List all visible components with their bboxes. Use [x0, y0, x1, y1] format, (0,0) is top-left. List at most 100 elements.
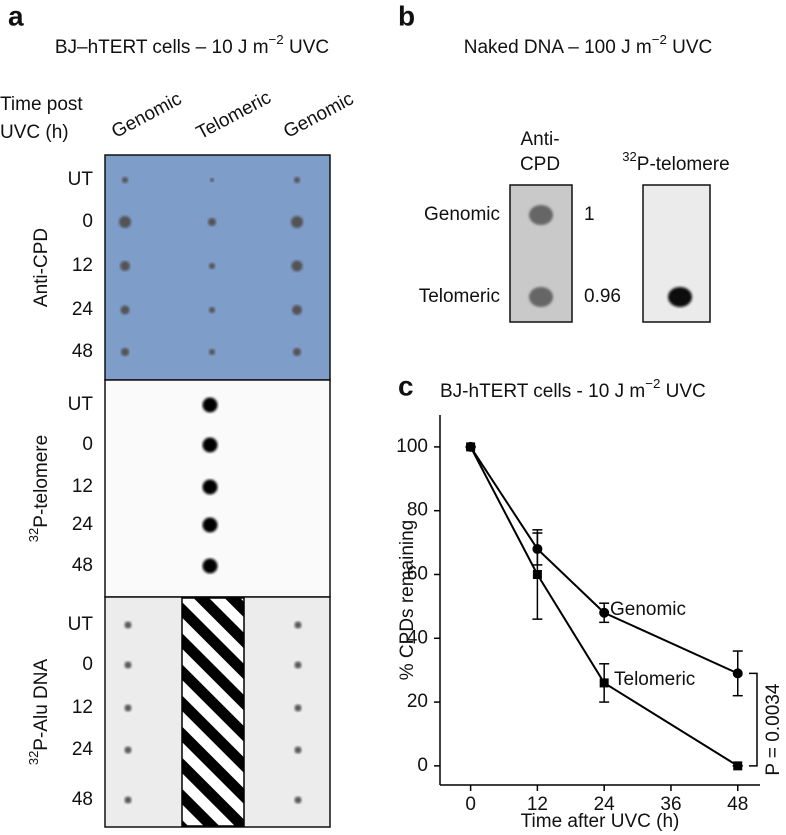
- panel-title: BJ-hTERT cells - 10 J m−2 UVC: [440, 376, 706, 403]
- blot-dot: [293, 348, 301, 356]
- x-tick-label: 48: [727, 794, 748, 815]
- title-text: UVC: [284, 37, 329, 58]
- blot-dot: [529, 287, 553, 307]
- title-sup: −2: [652, 32, 667, 47]
- point: [532, 569, 542, 579]
- probe-label: 32P-telomere: [26, 435, 52, 542]
- y-tick-label: 80: [407, 500, 428, 521]
- panel-label: b: [398, 0, 415, 31]
- blot-dot: [294, 704, 302, 712]
- y-tick-label: 40: [407, 627, 428, 648]
- panel-title: BJ–hTERT cells – 10 J m−2 UVC: [55, 32, 329, 59]
- row-label: 12: [72, 476, 93, 497]
- blot-dot: [124, 796, 132, 804]
- ratio-label: 1: [584, 204, 595, 225]
- label-sup: 32: [26, 751, 41, 765]
- row-label: 24: [72, 299, 94, 320]
- blot-dot: [292, 305, 302, 315]
- x-axis-label: Time after UVC (h): [521, 811, 680, 832]
- row-label: 48: [72, 341, 93, 362]
- point: [599, 678, 609, 688]
- blot-dot: [294, 621, 302, 629]
- row-label: 12: [72, 697, 93, 718]
- title-text: UVC: [667, 37, 712, 58]
- annotation: P = 0.0034: [763, 683, 784, 776]
- bracket: [749, 672, 758, 767]
- row-label: 0: [82, 654, 93, 675]
- blot-dot: [124, 704, 132, 712]
- title-text: Naked DNA – 100 J m: [464, 37, 652, 58]
- probe-label: Anti-CPD: [31, 228, 52, 307]
- label-text: P-Alu DNA: [31, 659, 52, 751]
- legend-label: Telomeric: [614, 669, 695, 690]
- row-label: 24: [72, 514, 94, 535]
- point: [466, 442, 476, 452]
- blot-dot: [294, 661, 302, 669]
- y-tick-label: 60: [407, 563, 428, 584]
- title-text: UVC: [660, 381, 705, 402]
- blot-dot: [294, 746, 302, 754]
- blot-dot: [122, 177, 128, 183]
- row-label: UT: [68, 169, 94, 190]
- label-text: Anti-CPD: [31, 228, 52, 307]
- blot-dot: [124, 621, 132, 629]
- label-text: P-telomere: [637, 154, 730, 175]
- blot-dot: [120, 305, 130, 315]
- x-tick-label: 12: [527, 794, 548, 815]
- blot-dot: [294, 796, 302, 804]
- blot-dot: [202, 517, 218, 533]
- blot-dot: [124, 661, 132, 669]
- column-header: Telomeric: [193, 87, 275, 144]
- point: [733, 761, 743, 771]
- point: [732, 668, 743, 679]
- y-tick-label: 20: [407, 691, 428, 712]
- probe-label: 32P-Alu DNA: [26, 659, 52, 766]
- row-header: Time post: [0, 94, 83, 115]
- blot-dot: [529, 205, 553, 225]
- series-line: [469, 446, 739, 767]
- row-label: 0: [82, 434, 93, 455]
- x-tick-label: 0: [465, 794, 476, 815]
- blot-dot: [291, 260, 303, 272]
- y-tick-label: 100: [396, 436, 428, 457]
- label-text: P-telomere: [31, 435, 52, 528]
- blot-dot: [210, 178, 214, 182]
- blot-dot: [202, 397, 218, 413]
- probe-label: CPD: [520, 154, 560, 175]
- blot-dot: [202, 558, 218, 574]
- blot-dot: [209, 263, 215, 269]
- blot-dot: [124, 746, 132, 754]
- row-header: UVC (h): [0, 122, 69, 143]
- blot-dot: [202, 437, 218, 453]
- row-label: Genomic: [424, 204, 500, 225]
- row-label: 0: [82, 211, 93, 232]
- series-line: [469, 446, 739, 675]
- blot-dot: [121, 348, 129, 356]
- blot-dot: [120, 261, 130, 271]
- probe-label: Anti-: [520, 129, 559, 150]
- label-sup: 32: [26, 528, 41, 542]
- row-label: 48: [72, 555, 93, 576]
- row-label: UT: [68, 394, 94, 415]
- x-tick-label: 36: [660, 794, 681, 815]
- blot-dot: [208, 218, 216, 226]
- blot-dot: [668, 287, 692, 307]
- blot-dot: [294, 177, 300, 183]
- row-label: UT: [68, 614, 94, 635]
- row-label: 24: [72, 739, 94, 760]
- row-label: 48: [72, 789, 93, 810]
- y-tick-label: 0: [417, 755, 428, 776]
- row-label: 12: [72, 255, 93, 276]
- ratio-label: 0.96: [584, 286, 621, 307]
- panel-label: a: [8, 0, 24, 31]
- legend-label: Genomic: [610, 599, 686, 620]
- title-sup: −2: [645, 376, 660, 391]
- panel-label: c: [398, 370, 414, 401]
- label-sup: 32: [622, 149, 636, 164]
- blot-dot: [202, 479, 218, 495]
- point: [599, 607, 610, 618]
- column-header: Genomic: [108, 88, 185, 142]
- hatched-lane: [181, 597, 245, 827]
- blot-dot: [209, 307, 215, 313]
